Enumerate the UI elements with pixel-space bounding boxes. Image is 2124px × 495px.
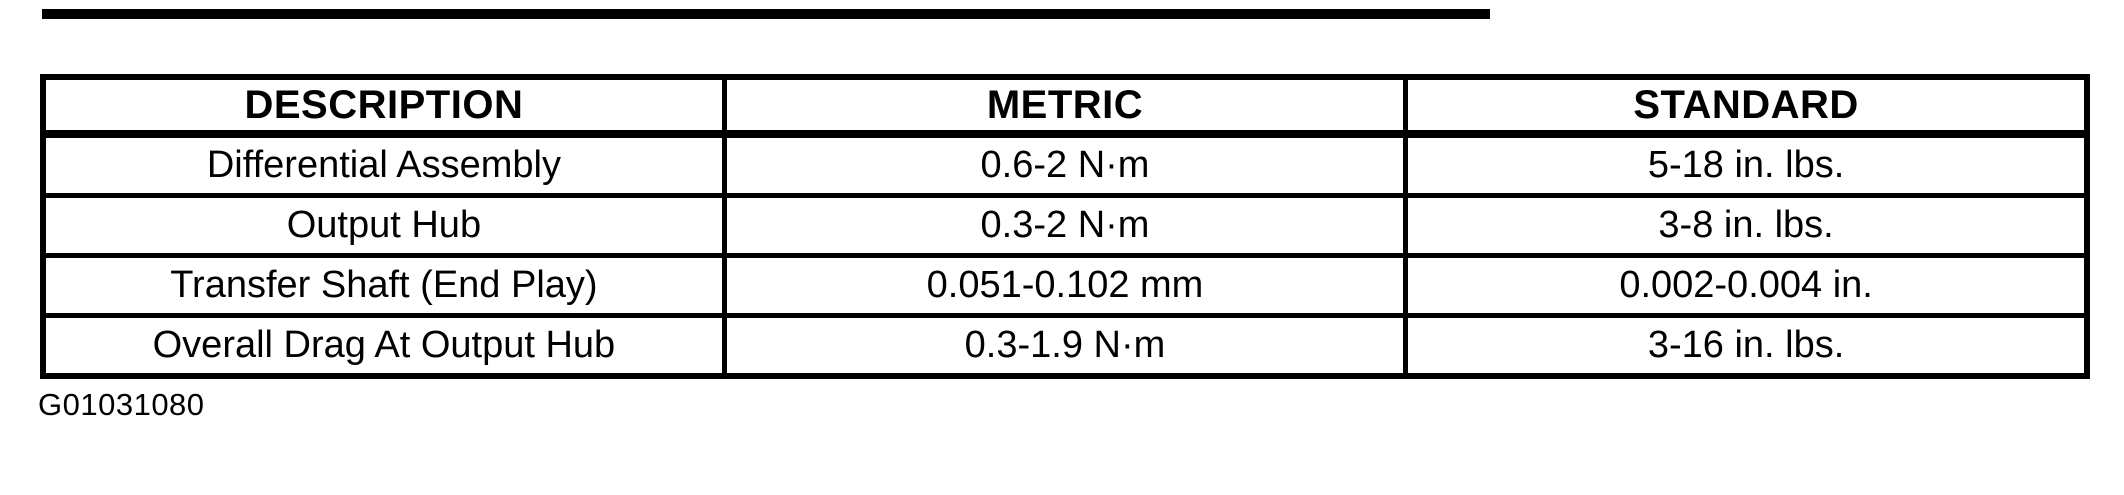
- table-row: Output Hub 0.3-2 N·m 3-8 in. lbs.: [40, 193, 2090, 258]
- cell-metric: 0.3-1.9 N·m: [721, 313, 1409, 379]
- figure-id-label: G01031080: [38, 387, 205, 422]
- table-row: Overall Drag At Output Hub 0.3-1.9 N·m 3…: [40, 313, 2090, 379]
- cell-standard: 0.002-0.004 in.: [1403, 253, 2090, 318]
- cell-standard: 5-18 in. lbs.: [1403, 131, 2090, 198]
- cell-metric: 0.6-2 N·m: [721, 131, 1409, 198]
- column-header-standard: STANDARD: [1403, 74, 2090, 138]
- cell-description: Output Hub: [40, 193, 727, 258]
- scan-artifact-bar: [42, 9, 1490, 19]
- header-row: DESCRIPTION METRIC STANDARD: [40, 74, 2090, 138]
- column-header-description: DESCRIPTION: [40, 74, 727, 138]
- cell-description: Differential Assembly: [40, 131, 727, 198]
- cell-metric: 0.051-0.102 mm: [721, 253, 1409, 318]
- table-row: Differential Assembly 0.6-2 N·m 5-18 in.…: [40, 131, 2090, 198]
- cell-description: Transfer Shaft (End Play): [40, 253, 727, 318]
- cell-standard: 3-16 in. lbs.: [1403, 313, 2090, 379]
- table-row: Transfer Shaft (End Play) 0.051-0.102 mm…: [40, 253, 2090, 318]
- torque-spec-table: DESCRIPTION METRIC STANDARD Differential…: [40, 74, 2090, 379]
- column-header-metric: METRIC: [721, 74, 1409, 138]
- cell-standard: 3-8 in. lbs.: [1403, 193, 2090, 258]
- cell-description: Overall Drag At Output Hub: [40, 313, 727, 379]
- cell-metric: 0.3-2 N·m: [721, 193, 1409, 258]
